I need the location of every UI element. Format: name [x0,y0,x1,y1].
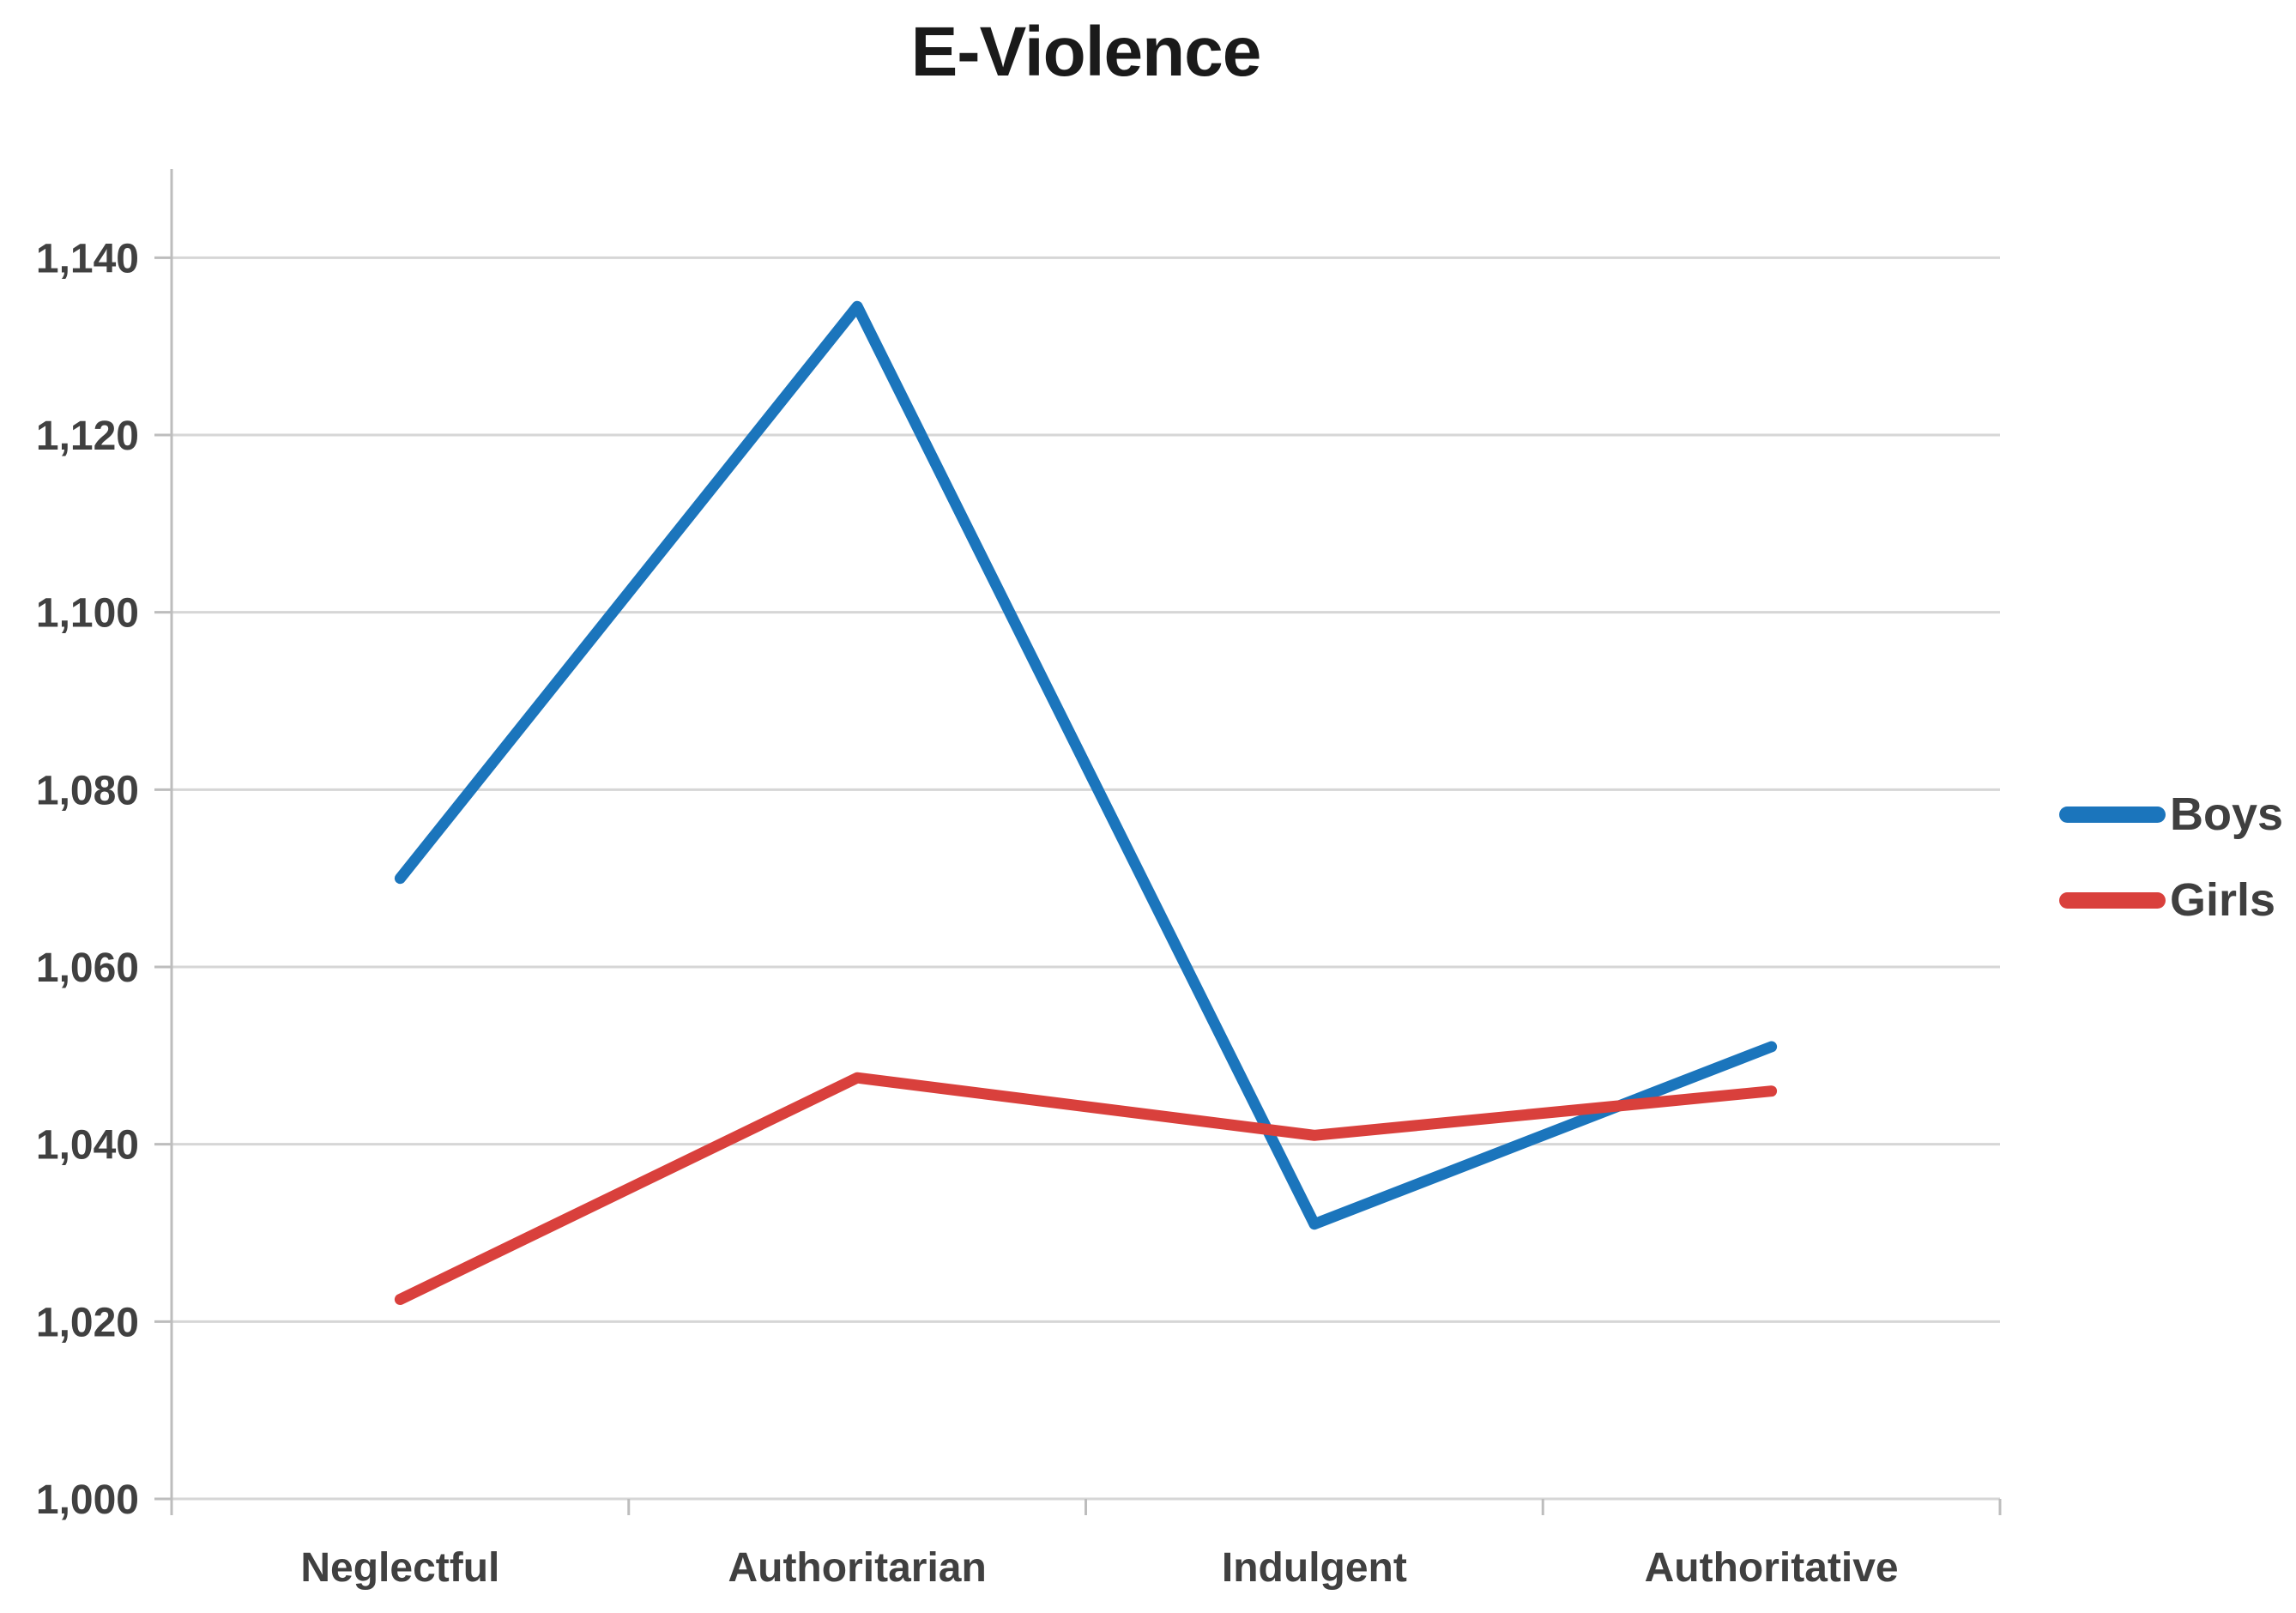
x-axis-label-indulgent: Indulgent [1222,1545,1407,1591]
y-axis-label: 1,040 [36,1123,139,1169]
legend-swatch-boys [2059,806,2166,823]
y-axis-label: 1,020 [36,1300,139,1345]
chart-title: E-Violence [910,13,1262,91]
legend-label-girls: Girls [2170,874,2276,926]
x-axis-label-neglectful: Neglectful [300,1545,499,1591]
x-axis-label-authoritarian: Authoritarian [728,1545,986,1591]
x-axis-label-authoritative: Authoritative [1645,1545,1899,1591]
legend-swatch-girls [2059,891,2166,909]
y-axis-label: 1,120 [36,414,139,459]
legend-item-boys: Boys [2059,788,2283,841]
series-line-girls [394,1072,1778,1305]
legend-label-boys: Boys [2170,788,2284,840]
y-axis-label: 1,060 [36,945,139,991]
legend: Boys Girls [2059,788,2283,927]
series-line-boys [394,300,1778,1230]
y-axis-label: 1,100 [36,591,139,637]
y-axis-label: 1,000 [36,1477,139,1523]
y-axis-label: 1,140 [36,236,139,281]
legend-item-girls: Girls [2059,873,2283,927]
y-axis-label: 1,080 [36,768,139,813]
